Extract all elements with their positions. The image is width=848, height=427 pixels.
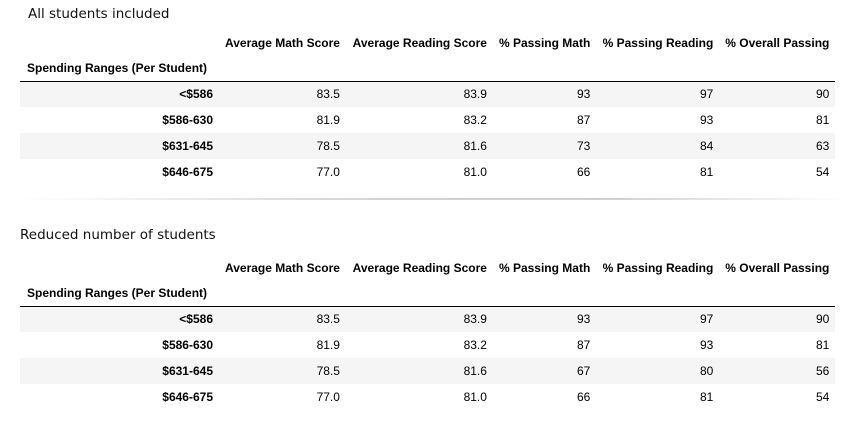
table-cell: 93 <box>699 113 714 127</box>
section-caption-all-students: All students included <box>28 6 170 22</box>
table-cell: 81.6 <box>463 364 487 378</box>
column-header: % Passing Math <box>498 36 591 50</box>
table-cell: 83.5 <box>316 312 340 327</box>
row-label: <$586 <box>179 87 213 102</box>
spending-table-all-students: Average Math Score Average Reading Score… <box>20 30 836 185</box>
corner-cell <box>20 255 219 281</box>
row-label: <$586 <box>179 312 213 327</box>
table-cell: 77.0 <box>316 390 340 404</box>
column-header: Average Math Score <box>225 36 340 50</box>
row-label: $631-645 <box>162 139 213 153</box>
index-header-row: Spending Ranges (Per Student) <box>20 281 836 306</box>
table-row: $631-645 78.5 81.6 73 84 63 <box>20 133 836 159</box>
table-cell: 54 <box>816 165 830 179</box>
table-cell: 66 <box>576 165 591 179</box>
table-cell: 81 <box>816 113 830 127</box>
column-header: Average Reading Score <box>352 36 487 50</box>
table-cell: 81.9 <box>316 113 340 127</box>
index-header-row: Spending Ranges (Per Student) <box>20 56 836 81</box>
column-header: % Overall Passing <box>725 261 830 275</box>
column-header: % Passing Reading <box>602 36 714 50</box>
table-cell: 78.5 <box>316 139 340 153</box>
table-cell: 73 <box>576 139 591 153</box>
spending-table-reduced-students: Average Math Score Average Reading Score… <box>20 255 836 410</box>
table-cell: 97 <box>699 312 714 327</box>
table-cell: 97 <box>699 87 714 102</box>
index-name-header: Spending Ranges (Per Student) <box>27 61 208 76</box>
row-label: $646-675 <box>162 165 213 179</box>
corner-cell <box>20 30 219 56</box>
table-cell: 93 <box>699 338 714 352</box>
table-row: $646-675 77.0 81.0 66 81 54 <box>20 159 835 185</box>
table-row: $586-630 81.9 83.2 87 93 81 <box>20 107 835 133</box>
table-cell: 63 <box>816 139 830 153</box>
column-header: % Overall Passing <box>725 36 830 50</box>
row-label: $646-675 <box>162 390 213 404</box>
row-label: $631-645 <box>162 364 213 378</box>
table-row: $631-645 78.5 81.6 67 80 56 <box>20 358 836 384</box>
index-name-header: Spending Ranges (Per Student) <box>27 286 208 301</box>
table-cell: 83.9 <box>463 87 487 102</box>
table-cell: 77.0 <box>316 165 340 179</box>
table-cell: 54 <box>816 390 830 404</box>
table-cell: 81.6 <box>463 139 487 153</box>
table-row: <$586 83.5 83.9 93 97 90 <box>20 81 836 107</box>
table-cell: 87 <box>576 338 591 352</box>
table-cell: 93 <box>576 87 591 102</box>
table-cell: 67 <box>576 364 591 378</box>
row-label: $586-630 <box>162 338 213 352</box>
column-header: % Passing Reading <box>602 261 714 275</box>
table-cell: 90 <box>816 312 830 327</box>
table-cell: 81.9 <box>316 338 340 352</box>
table-cell: 84 <box>699 139 714 153</box>
column-header-row: Average Math Score Average Reading Score… <box>20 30 835 56</box>
table-cell: 81 <box>699 165 714 179</box>
table-cell: 81 <box>699 390 714 404</box>
section-caption-reduced-students: Reduced number of students <box>20 227 216 243</box>
table-row: $646-675 77.0 81.0 66 81 54 <box>20 384 835 410</box>
table-row: $586-630 81.9 83.2 87 93 81 <box>20 332 835 358</box>
column-header: Average Math Score <box>225 261 340 275</box>
table-cell: 87 <box>576 113 591 127</box>
column-header: Average Reading Score <box>352 261 487 275</box>
table-cell: 81 <box>816 338 830 352</box>
row-label: $586-630 <box>162 113 213 127</box>
table-cell: 93 <box>576 312 591 327</box>
table-cell: 90 <box>816 87 830 102</box>
table-cell: 83.9 <box>463 312 487 327</box>
table-cell: 81.0 <box>463 165 487 179</box>
table-row: <$586 83.5 83.9 93 97 90 <box>20 306 836 332</box>
table-cell: 80 <box>699 364 714 378</box>
table-cell: 81.0 <box>463 390 487 404</box>
table-cell: 83.2 <box>463 113 487 127</box>
column-header-row: Average Math Score Average Reading Score… <box>20 255 835 281</box>
column-header: % Passing Math <box>498 261 591 275</box>
table-cell: 66 <box>576 390 591 404</box>
table-cell: 83.5 <box>316 87 340 102</box>
table-cell: 83.2 <box>463 338 487 352</box>
table-cell: 78.5 <box>316 364 340 378</box>
table-cell: 56 <box>816 364 830 378</box>
section-divider <box>18 198 848 200</box>
